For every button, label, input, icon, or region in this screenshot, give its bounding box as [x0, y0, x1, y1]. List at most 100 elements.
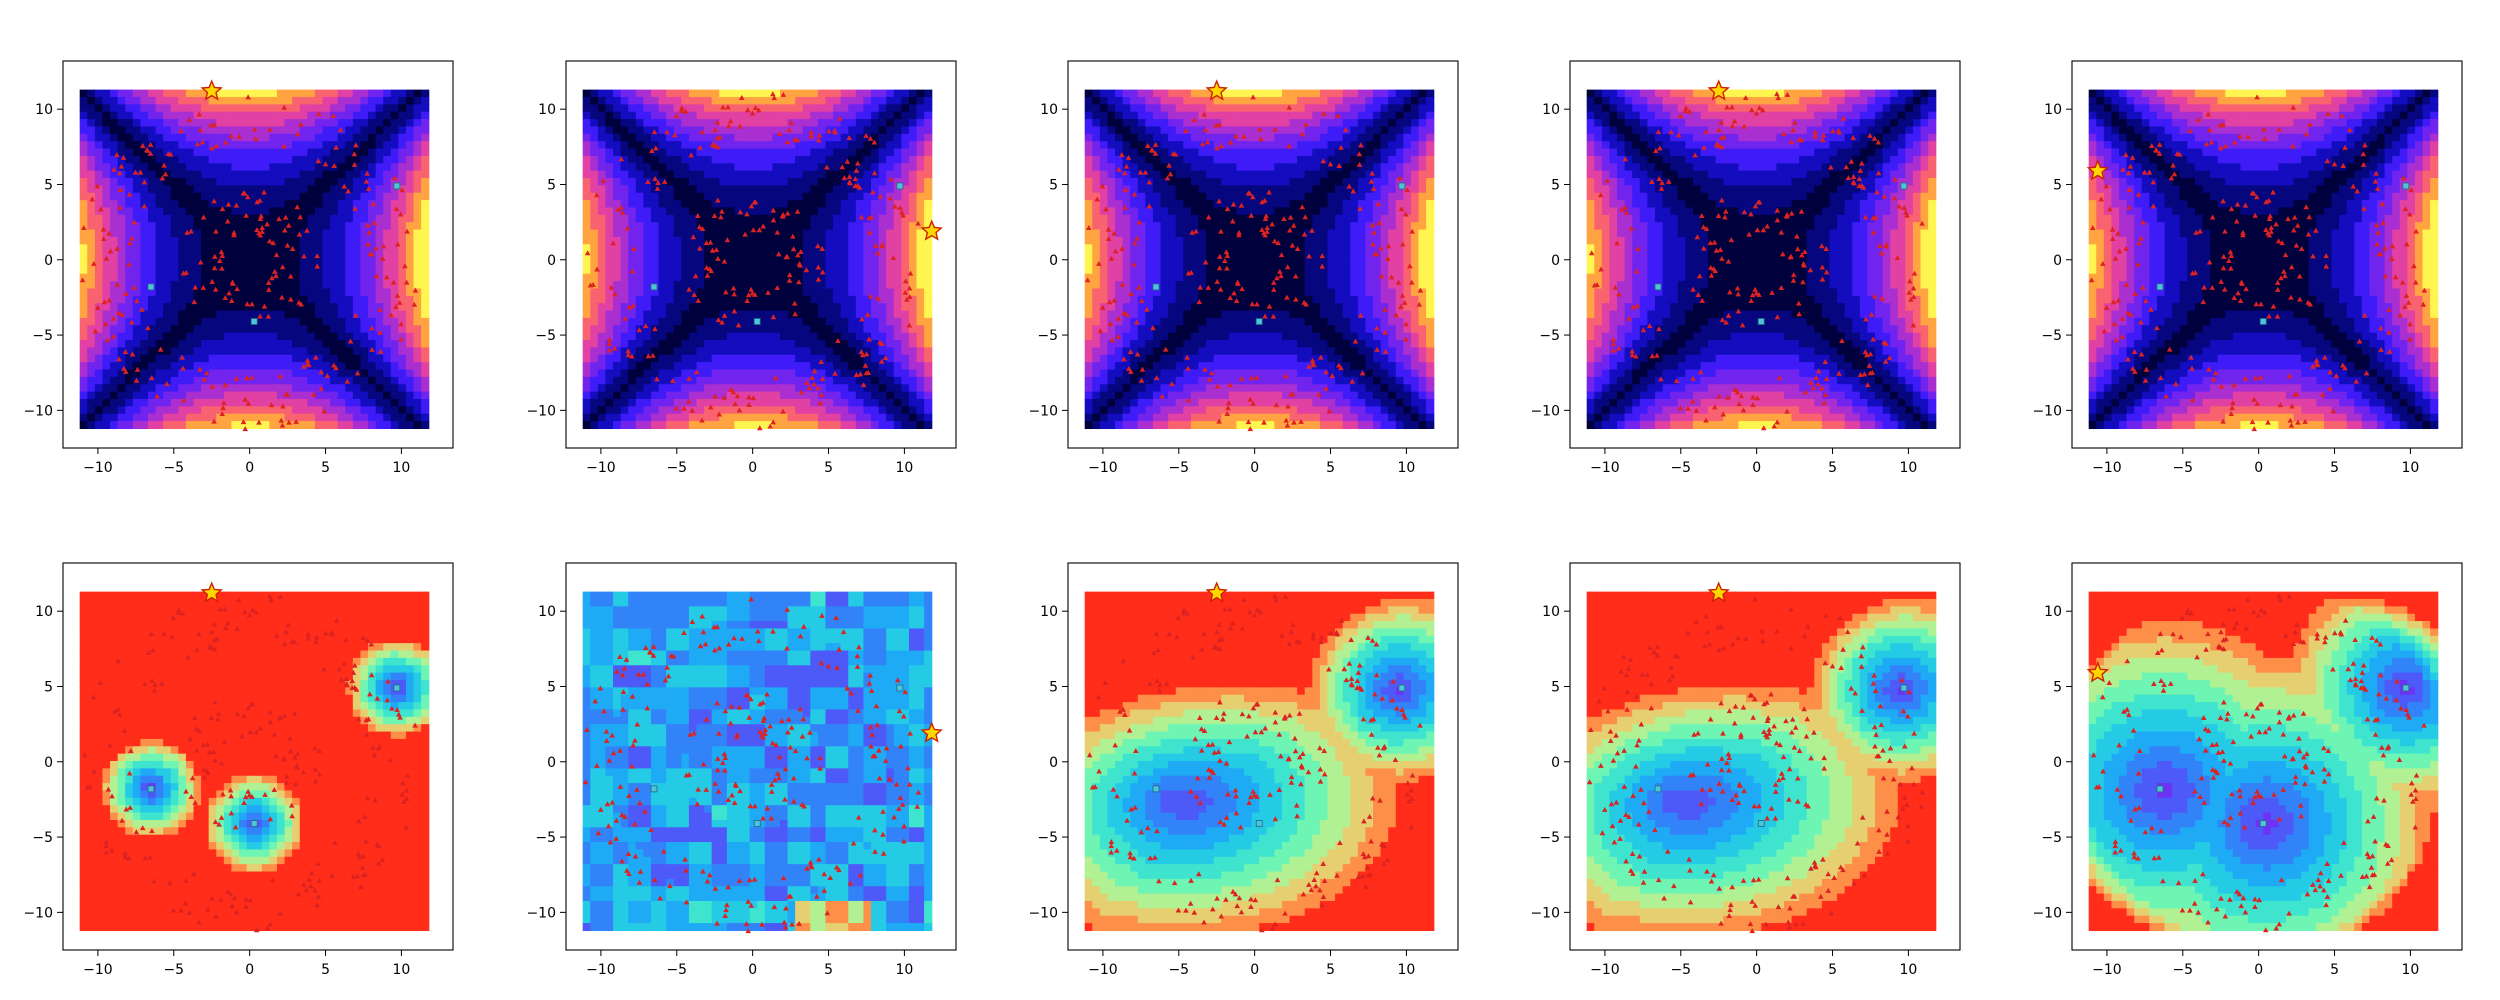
- contour-cell: [254, 178, 262, 186]
- contour-cell: [391, 222, 399, 230]
- contour-cell: [353, 296, 361, 304]
- contour-cell: [697, 311, 705, 319]
- contour-cell: [300, 244, 308, 252]
- contour-cell: [102, 141, 110, 149]
- contour-cell: [201, 296, 209, 304]
- contour-cell: [140, 414, 148, 422]
- contour-cell: [216, 215, 224, 223]
- contour-cell: [376, 104, 384, 112]
- contour-cell: [216, 325, 224, 333]
- contour-cell: [414, 193, 422, 201]
- contour-cell: [163, 355, 171, 363]
- contour-cell: [163, 421, 171, 429]
- contour-cell: [171, 163, 179, 171]
- contour-cell: [376, 215, 384, 223]
- contour-cell: [194, 104, 202, 112]
- contour-cell: [719, 325, 727, 333]
- contour-cell: [406, 200, 414, 208]
- contour-cell: [848, 325, 856, 333]
- contour-cell: [681, 333, 689, 341]
- contour-cell: [628, 318, 636, 326]
- contour-cell: [368, 207, 376, 215]
- contour-cell: [803, 200, 811, 208]
- contour-cell: [772, 303, 780, 311]
- contour-cell: [598, 296, 606, 304]
- contour-cell: [1100, 119, 1108, 127]
- contour-cell: [628, 259, 636, 267]
- contour-cell: [1085, 112, 1093, 120]
- contour-cell: [605, 384, 613, 392]
- contour-cell: [583, 237, 591, 245]
- contour-cell: [368, 421, 376, 429]
- contour-cell: [262, 414, 270, 422]
- contour-cell: [186, 171, 194, 179]
- contour-cell: [818, 112, 826, 120]
- contour-cell: [765, 325, 773, 333]
- contour-cell: [583, 156, 591, 164]
- contour-cell: [421, 318, 429, 326]
- contour-cell: [338, 171, 346, 179]
- contour-cell: [886, 347, 894, 355]
- contour-cell: [659, 171, 667, 179]
- contour-cell: [156, 141, 164, 149]
- contour-cell: [590, 178, 598, 186]
- contour-cell: [734, 340, 742, 348]
- contour-cell: [338, 163, 346, 171]
- contour-cell: [742, 318, 750, 326]
- contour-cell: [605, 421, 613, 429]
- contour-cell: [1107, 163, 1115, 171]
- contour-cell: [307, 311, 315, 319]
- contour-cell: [414, 406, 422, 414]
- contour-cell: [360, 355, 368, 363]
- contour-cell: [924, 406, 932, 414]
- contour-cell: [406, 311, 414, 319]
- contour-cell: [133, 406, 141, 414]
- contour-cell: [750, 141, 758, 149]
- contour-cell: [765, 156, 773, 164]
- contour-cell: [292, 266, 300, 274]
- contour-cell: [406, 178, 414, 186]
- contour-cell: [780, 370, 788, 378]
- contour-cell: [87, 119, 95, 127]
- contour-cell: [689, 340, 697, 348]
- contour-cell: [818, 90, 826, 98]
- contour-cell: [628, 178, 636, 186]
- contour-cell: [636, 384, 644, 392]
- contour-cell: [368, 134, 376, 142]
- contour-cell: [360, 347, 368, 355]
- contour-cell: [833, 318, 841, 326]
- contour-cell: [636, 392, 644, 400]
- contour-cell: [231, 311, 239, 319]
- contour-cell: [1100, 163, 1108, 171]
- contour-cell: [734, 237, 742, 245]
- contour-cell: [613, 230, 621, 238]
- contour-cell: [818, 104, 826, 112]
- contour-cell: [909, 303, 917, 311]
- contour-cell: [727, 141, 735, 149]
- contour-cell: [406, 215, 414, 223]
- contour-cell: [1092, 414, 1100, 422]
- contour-cell: [163, 200, 171, 208]
- contour-cell: [727, 193, 735, 201]
- contour-cell: [780, 296, 788, 304]
- contour-cell: [186, 377, 194, 385]
- y-tick-label: −5: [32, 328, 53, 344]
- contour-cell: [894, 399, 902, 407]
- contour-cell: [376, 97, 384, 105]
- contour-cell: [239, 163, 247, 171]
- contour-cell: [613, 362, 621, 370]
- contour-cell: [833, 97, 841, 105]
- contour-cell: [1115, 104, 1123, 112]
- contour-cell: [590, 274, 598, 282]
- contour-cell: [772, 347, 780, 355]
- contour-cell: [810, 149, 818, 157]
- contour-cell: [398, 274, 406, 282]
- contour-cell: [322, 126, 330, 134]
- contour-cell: [171, 347, 179, 355]
- contour-cell: [330, 126, 338, 134]
- contour-cell: [406, 347, 414, 355]
- contour-cell: [674, 399, 682, 407]
- contour-cell: [666, 288, 674, 296]
- contour-cell: [277, 244, 285, 252]
- contour-cell: [689, 134, 697, 142]
